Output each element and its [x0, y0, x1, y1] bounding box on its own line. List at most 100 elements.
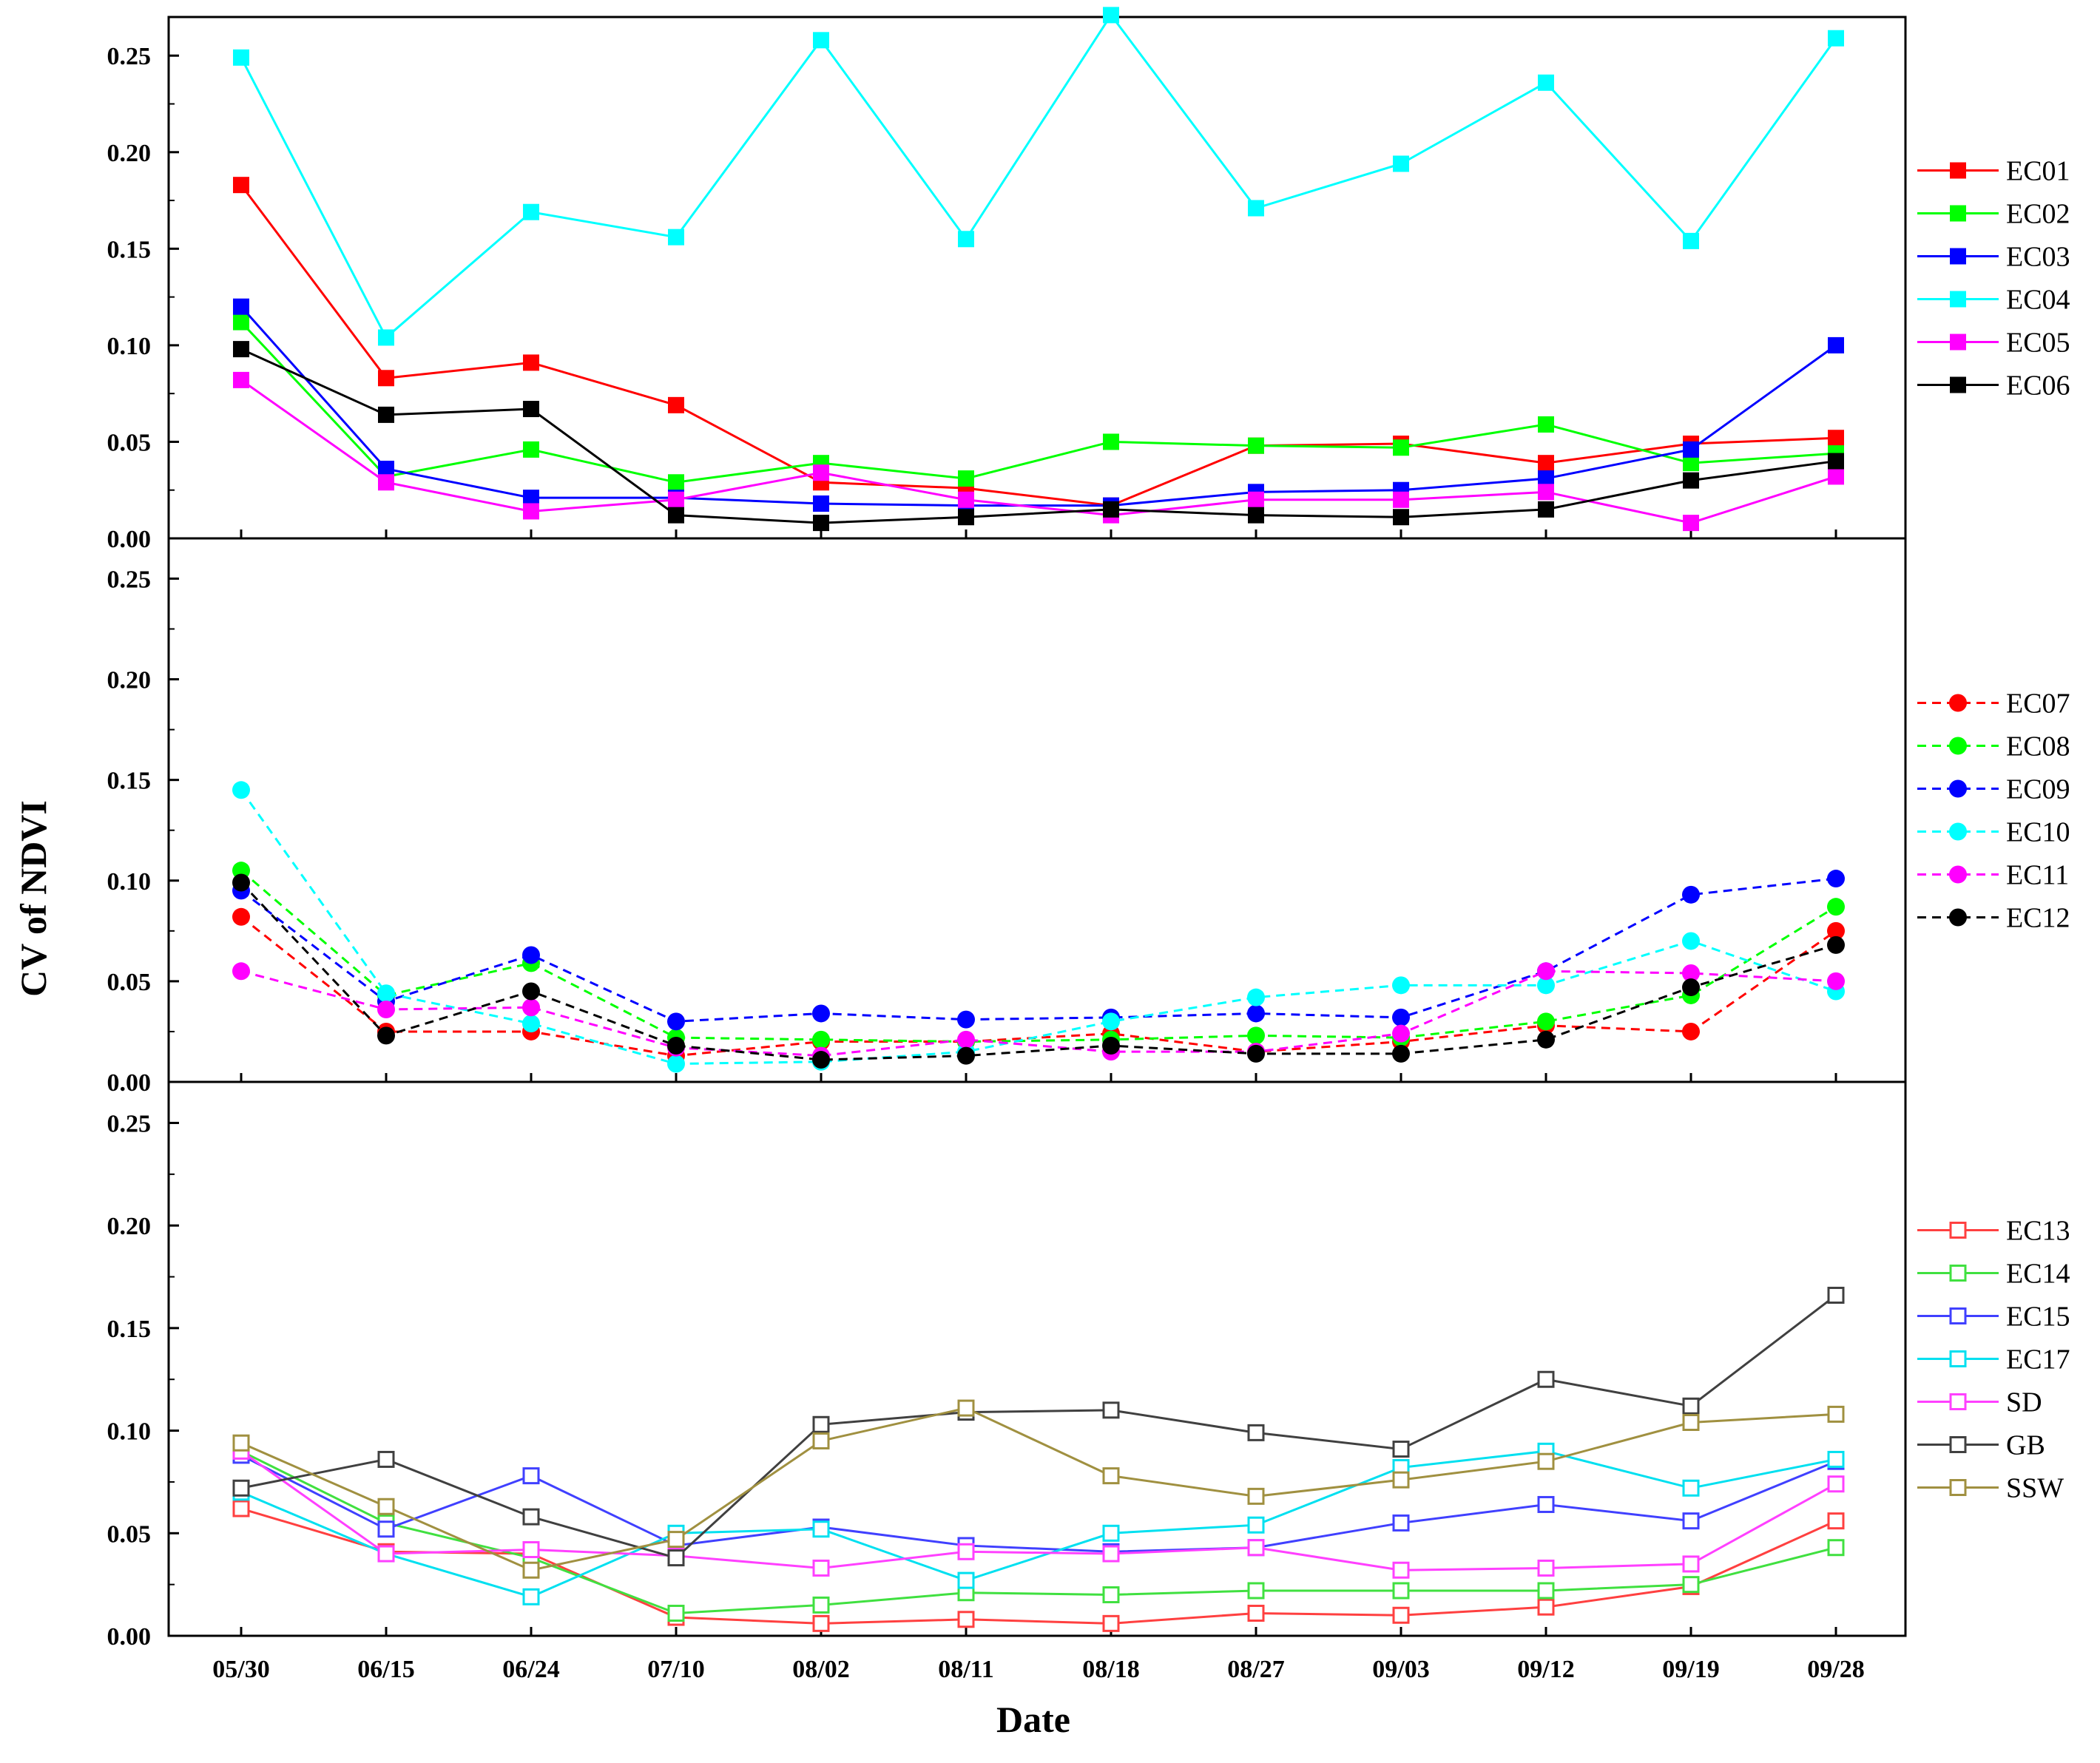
data-point	[523, 490, 539, 507]
series-line	[240, 877, 1837, 1023]
data-point	[1247, 988, 1265, 1006]
legend-marker	[1950, 205, 1966, 222]
y-axis-panel-1: 0.00 0.05 0.10 0.15 0.20 0.25	[107, 43, 179, 553]
data-point	[522, 1467, 540, 1485]
series-ec14	[232, 1442, 1845, 1622]
data-point	[813, 515, 829, 532]
x-tick-label: 06/15	[357, 1656, 414, 1683]
data-point	[1538, 74, 1554, 91]
data-point	[1682, 1413, 1700, 1431]
legend-item-ec03: EC03	[1917, 242, 2070, 273]
data-point	[813, 464, 829, 481]
data-point	[1682, 1555, 1700, 1573]
legend-marker	[1949, 694, 1967, 712]
data-point	[1538, 484, 1554, 501]
series-line	[240, 882, 1837, 1061]
data-point	[1828, 336, 1844, 353]
data-point	[378, 406, 394, 423]
legend-marker	[1950, 291, 1966, 308]
series-line	[240, 1449, 1837, 1615]
panels-layer: 0.00 0.05 0.10 0.15 0.20 0.25 EC01 EC02 EC03 EC04…	[107, 7, 2070, 1651]
legend-label: EC14	[2006, 1259, 2070, 1290]
x-tick-label: 08/18	[1082, 1656, 1139, 1683]
data-point	[958, 491, 974, 508]
data-point	[1392, 1606, 1410, 1624]
y-tick-label: 0.20	[107, 1213, 152, 1240]
data-point	[523, 354, 539, 371]
data-point	[1247, 1004, 1265, 1023]
data-point	[812, 1596, 830, 1614]
data-point	[1827, 870, 1845, 888]
legend-label: EC04	[2006, 285, 2070, 316]
data-point	[1102, 1545, 1120, 1563]
series-gb	[232, 1287, 1845, 1567]
legend-label: EC07	[2006, 688, 2070, 720]
data-point	[668, 507, 684, 524]
data-point	[1393, 491, 1409, 508]
data-point	[378, 329, 394, 346]
data-point	[522, 1588, 540, 1605]
data-point	[1247, 1604, 1265, 1622]
data-point	[1248, 437, 1264, 454]
data-point	[812, 1559, 830, 1577]
data-point	[667, 1604, 685, 1622]
legend-item-ec02: EC02	[1917, 199, 2070, 230]
series-line	[240, 184, 1837, 507]
data-point	[1103, 501, 1119, 518]
y-tick-label: 0.00	[107, 1623, 152, 1651]
legend-marker	[1950, 334, 1966, 351]
data-point	[958, 509, 974, 526]
legend-panel-1: EC01 EC02 EC03 EC04 EC05 EC06	[1917, 156, 2070, 402]
data-point	[667, 1055, 685, 1073]
legend-label: EC17	[2006, 1344, 2070, 1375]
data-point	[957, 1571, 975, 1589]
data-point	[812, 1030, 830, 1049]
data-point	[377, 1450, 395, 1468]
data-point	[1392, 1044, 1410, 1063]
data-point	[1247, 1487, 1265, 1505]
legend-marker	[1950, 376, 1966, 393]
legend-marker	[1950, 248, 1966, 265]
data-point	[522, 1015, 540, 1033]
data-point	[812, 1415, 830, 1433]
data-point	[1537, 976, 1555, 995]
data-point	[1828, 430, 1844, 447]
legend-label: GB	[2006, 1430, 2045, 1461]
series-line	[240, 970, 1837, 1058]
data-point	[1537, 1012, 1555, 1031]
data-point	[1102, 1614, 1120, 1632]
data-point	[1392, 1441, 1410, 1458]
series-line	[240, 1449, 1837, 1598]
legend-item-ec11: EC11	[1917, 860, 2069, 891]
series-group-panel-1	[233, 7, 1844, 532]
series-line	[240, 870, 1837, 1043]
panel-frame	[167, 537, 1907, 1083]
data-point	[957, 1611, 975, 1628]
data-point	[1393, 155, 1409, 172]
y-axis-panel-2: 0.00 0.05 0.10 0.15 0.20 0.25	[107, 566, 179, 1097]
data-point	[1537, 1370, 1555, 1388]
legend-marker	[1949, 1479, 1967, 1496]
series-sd	[232, 1442, 1845, 1579]
legend-item-ec15: EC15	[1917, 1302, 2070, 1333]
data-point	[232, 1434, 250, 1452]
legend-label: EC13	[2006, 1216, 2070, 1247]
data-point	[668, 396, 684, 413]
data-point	[668, 229, 684, 246]
series-line	[240, 1454, 1837, 1553]
y-tick-label: 0.05	[107, 1520, 152, 1548]
data-point	[1537, 1030, 1555, 1049]
data-point	[1247, 1516, 1265, 1534]
legend-item-ec09: EC09	[1917, 774, 2070, 805]
legend-label: SD	[2006, 1387, 2042, 1418]
legend-label: EC03	[2006, 242, 2070, 273]
y-tick-label: 0.25	[107, 1110, 152, 1137]
legend-marker	[1949, 1350, 1967, 1367]
data-point	[377, 1001, 395, 1018]
data-point	[1102, 1401, 1120, 1419]
data-point	[957, 1046, 975, 1065]
data-point	[523, 441, 539, 458]
y-tick-label: 0.05	[107, 969, 152, 996]
data-point	[1827, 1405, 1845, 1423]
data-point	[1682, 1397, 1700, 1415]
